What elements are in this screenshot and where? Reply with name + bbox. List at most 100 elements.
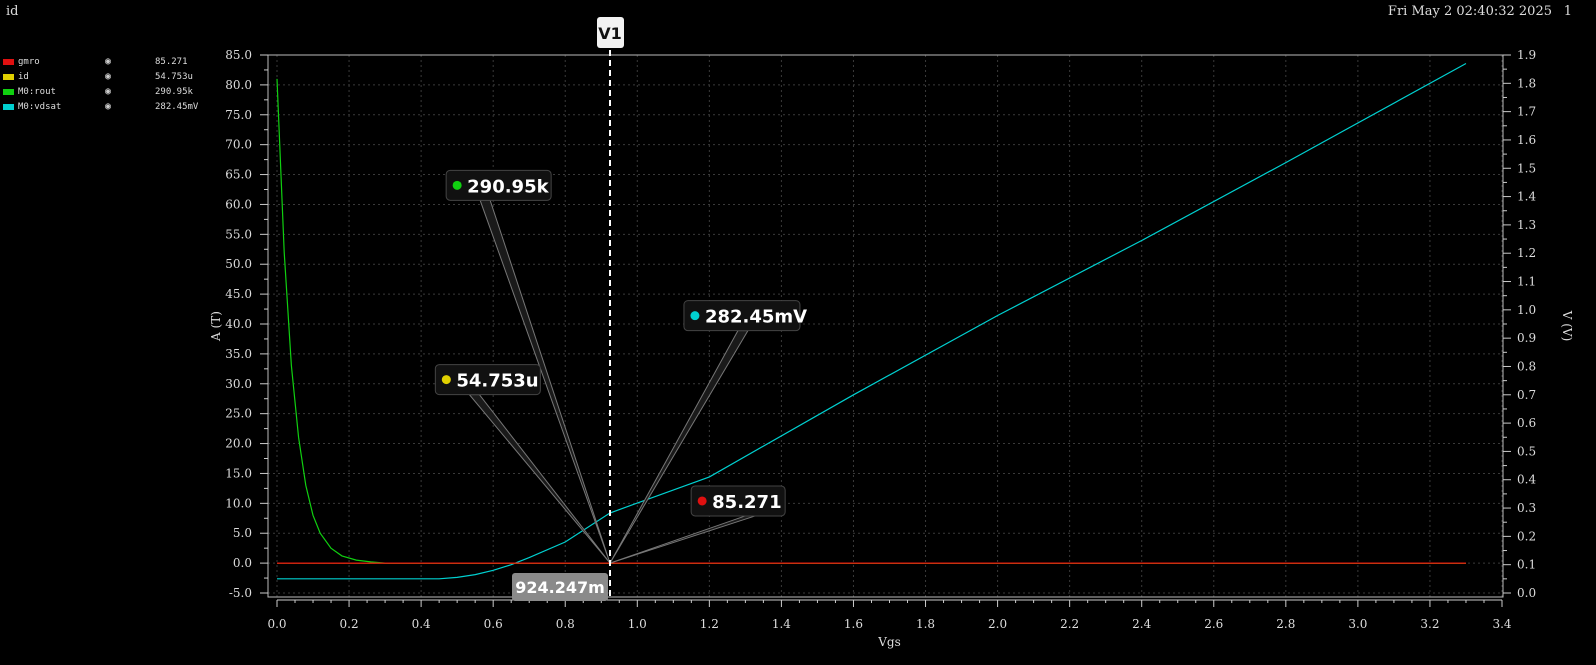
legend-name: id	[18, 72, 29, 82]
y-left-tick-label: 75.0	[225, 108, 252, 122]
y-right-tick-label: 1.0	[1517, 303, 1536, 317]
x-tick-label: 3.4	[1492, 617, 1511, 631]
y-left-tick-label: 40.0	[225, 317, 252, 331]
legend-item-rout[interactable]: M0:rout ◉ 290.95k	[3, 86, 218, 101]
legend-swatch	[3, 59, 14, 65]
marker-label: V1	[598, 24, 622, 43]
callout-dot	[452, 180, 462, 190]
y-right-tick-label: 1.3	[1517, 218, 1536, 232]
x-tick-label: 1.2	[700, 617, 719, 631]
y-right-tick-label: 1.2	[1517, 246, 1536, 260]
y-left-tick-label: 55.0	[225, 227, 252, 241]
timestamp: Fri May 2 02:40:32 2025	[1387, 4, 1552, 19]
y-right-tick-label: 0.0	[1517, 586, 1536, 600]
callout-label: 54.753u	[456, 371, 538, 392]
y-right-tick-label: 0.4	[1517, 473, 1536, 487]
x-tick-label: 3.0	[1348, 617, 1367, 631]
legend-name: M0:rout	[18, 87, 56, 97]
y-right-tick-label: 1.5	[1517, 161, 1536, 175]
legend-swatch	[3, 74, 14, 80]
x-tick-label: 1.8	[916, 617, 935, 631]
x-tick-label: 1.6	[844, 617, 863, 631]
y-left-tick-label: 10.0	[225, 496, 252, 510]
y-right-tick-label: 0.3	[1517, 501, 1536, 515]
callout-label: 85.271	[712, 492, 781, 513]
y-left-tick-label: 15.0	[225, 466, 252, 480]
callout-label: 282.45mV	[705, 307, 807, 328]
y-left-tick-label: 70.0	[225, 138, 252, 152]
callout-label: 290.95k	[467, 176, 549, 197]
y-axis-right: 1.9 1.8 1.7 1.6 1.5 1.4 1.3 1.2 1.1 1.0 0.9 0.8 0.7 0…	[1503, 48, 1536, 600]
legend-item-gmro[interactable]: gmro ◉ 85.271	[3, 56, 218, 71]
callout-leaders	[468, 199, 756, 564]
x-axis: 0.0 0.2 0.4 0.6 0.8 1.0 1.2 1.4 1.6 1.8 2.0 2.2 2.4 2…	[267, 599, 1512, 631]
callout-box	[690, 485, 786, 517]
x-tick-label: 3.2	[1420, 617, 1439, 631]
y-left-tick-label: 50.0	[225, 257, 252, 271]
y-left-tick-label: -5.0	[229, 586, 252, 600]
y-right-tick-label: 0.5	[1517, 444, 1536, 458]
y-right-tick-label: 0.7	[1517, 388, 1536, 402]
callouts[interactable]: 290.95k 282.45mV 54.753u 85.271	[434, 169, 807, 517]
x-tick-label: 2.0	[988, 617, 1007, 631]
y-left-tick-label: 20.0	[225, 437, 252, 451]
callout-dot	[697, 496, 707, 506]
eye-icon[interactable]: ◉	[105, 56, 112, 67]
y-right-tick-label: 1.7	[1517, 105, 1536, 119]
leader-line	[609, 330, 749, 564]
callout-box	[445, 169, 552, 201]
plot-frame	[267, 54, 1504, 598]
legend-value: 85.271	[155, 57, 188, 67]
legend-item-id[interactable]: id ◉ 54.753u	[3, 71, 218, 86]
y-left-tick-label: 60.0	[225, 197, 252, 211]
y-left-tick-label: 0.0	[233, 556, 252, 570]
eye-icon[interactable]: ◉	[105, 101, 112, 112]
grid	[268, 54, 1503, 597]
legend-value: 290.95k	[155, 87, 193, 97]
y-right-tick-label: 1.6	[1517, 133, 1536, 147]
marker-x-box	[512, 573, 609, 601]
legend-name: gmro	[18, 57, 40, 67]
marker-x-value: 924.247m	[515, 578, 605, 597]
legend-name: M0:vdsat	[18, 102, 62, 112]
x-tick-label: 2.4	[1132, 617, 1151, 631]
legend-swatch	[3, 104, 14, 110]
x-axis-title: Vgs	[877, 635, 901, 649]
x-tick-label: 0.6	[484, 617, 503, 631]
y-right-tick-label: 1.8	[1517, 76, 1536, 90]
y-axis-right-title: V (V)	[1560, 310, 1574, 342]
callout-box	[683, 300, 801, 332]
y-right-tick-label: 0.1	[1517, 558, 1536, 572]
y-right-tick-label: 0.6	[1517, 416, 1536, 430]
y-left-tick-label: 30.0	[225, 377, 252, 391]
y-left-tick-label: 35.0	[225, 347, 252, 361]
x-tick-label: 0.0	[267, 617, 286, 631]
y-right-tick-label: 1.4	[1517, 190, 1536, 204]
y-left-tick-label: 85.0	[225, 48, 252, 62]
legend-item-vdsat[interactable]: M0:vdsat ◉ 282.45mV	[3, 101, 218, 116]
series-line-m0-rout	[276, 78, 1466, 564]
window-title: id	[6, 4, 19, 19]
x-tick-label: 0.4	[412, 617, 431, 631]
x-tick-label: 2.8	[1276, 617, 1295, 631]
legend-swatch	[3, 89, 14, 95]
x-tick-label: 0.2	[340, 617, 359, 631]
page-number: 1	[1563, 4, 1572, 19]
y-right-tick-label: 1.9	[1517, 48, 1536, 62]
legend-value: 54.753u	[155, 72, 193, 82]
y-right-tick-label: 0.9	[1517, 331, 1536, 345]
x-tick-label: 0.8	[556, 617, 575, 631]
vertical-marker[interactable]: V1 924.247m	[512, 17, 625, 601]
eye-icon[interactable]: ◉	[105, 86, 112, 97]
y-left-tick-label: 80.0	[225, 78, 252, 92]
y-axis-left-title: A (T)	[209, 311, 223, 342]
x-tick-label: 2.6	[1204, 617, 1223, 631]
eye-icon[interactable]: ◉	[105, 71, 112, 82]
series-line-m0-vdsat	[277, 62, 1467, 580]
marker-flag	[597, 17, 625, 48]
legend-value: 282.45mV	[155, 102, 199, 112]
x-tick-label: 1.4	[772, 617, 791, 631]
y-right-tick-label: 0.2	[1517, 529, 1536, 543]
x-tick-label: 1.0	[628, 617, 647, 631]
